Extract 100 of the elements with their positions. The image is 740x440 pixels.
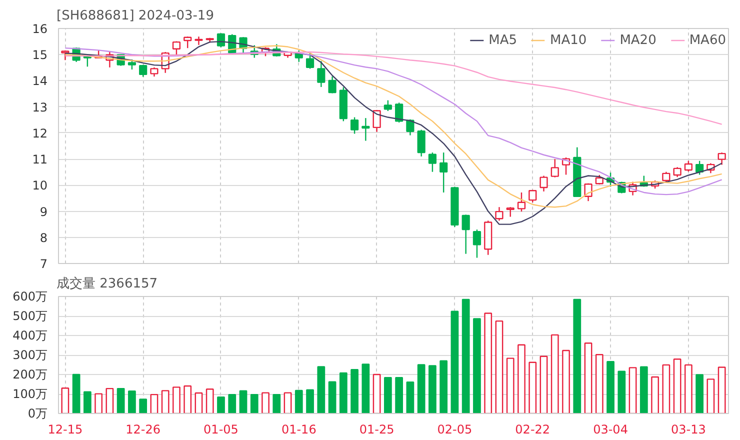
bar: [150, 394, 158, 414]
x-tick-label: 03-04: [593, 422, 628, 436]
candlestick: [184, 36, 192, 49]
bar: [573, 298, 582, 414]
y-tick-label: 15: [32, 48, 48, 62]
candlestick: [172, 40, 181, 56]
bar: [673, 358, 682, 414]
candlestick: [428, 152, 437, 172]
bar: [628, 367, 637, 414]
bar: [696, 374, 704, 414]
y-tick-label: 10: [32, 178, 48, 193]
bar: [72, 374, 80, 414]
x-tick-label: 03-13: [671, 422, 706, 436]
y-tick-label: 7: [40, 257, 48, 271]
x-tick-label: 01-25: [359, 422, 394, 436]
bar: [372, 374, 381, 414]
x-tick-label: 12-15: [48, 422, 83, 436]
bar: [606, 361, 614, 414]
candlestick: [417, 129, 426, 158]
candlestick: [595, 174, 604, 185]
candlestick: [317, 60, 326, 88]
bar: [239, 390, 248, 414]
bar: [84, 391, 92, 414]
bar: [194, 392, 203, 414]
y-tick-label: 13: [32, 100, 48, 114]
y-tick-label: 100万: [12, 387, 48, 401]
bar: [550, 334, 559, 414]
bar: [440, 360, 448, 414]
candlestick: [495, 206, 504, 222]
bar: [172, 386, 180, 414]
x-tick-label: 12-26: [126, 422, 161, 436]
bar: [161, 390, 170, 414]
x-tick-label: 01-16: [281, 422, 316, 436]
bar: [528, 362, 537, 414]
bar: [306, 389, 314, 414]
bar: [706, 378, 715, 414]
candlestick: [216, 32, 226, 48]
candlestick: [306, 51, 314, 70]
bar: [473, 318, 481, 414]
bar: [518, 344, 526, 414]
bar: [284, 392, 292, 414]
candlestick: [540, 175, 548, 192]
candlestick: [139, 64, 148, 78]
y-tick-label: 16: [32, 22, 48, 36]
candlestick: [684, 160, 692, 172]
y-tick-label: 8: [40, 230, 48, 245]
legend-label: MA60: [689, 32, 726, 48]
x-tick-label: 02-05: [437, 422, 472, 436]
candlestick: [506, 206, 514, 218]
bar: [462, 298, 470, 414]
candlestick: [150, 66, 158, 78]
bar: [618, 370, 626, 414]
bar: [294, 390, 303, 414]
candlestick: [662, 171, 670, 183]
bar: [584, 342, 592, 414]
bar: [484, 312, 492, 414]
bar: [106, 388, 114, 414]
bar: [640, 366, 648, 414]
bar: [206, 388, 214, 414]
bar: [662, 364, 670, 414]
bar: [406, 382, 414, 414]
bar: [506, 358, 514, 414]
bar: [450, 310, 459, 414]
chart-title: 成交量 2366157: [56, 276, 158, 292]
bar: [116, 388, 125, 414]
candlestick: [362, 117, 370, 142]
bar: [94, 393, 103, 414]
candlestick: [696, 160, 704, 176]
bar: [384, 377, 392, 414]
bar: [595, 354, 604, 414]
legend-label: MA10: [550, 32, 587, 48]
bar: [228, 394, 236, 414]
candlestick: [472, 228, 482, 258]
candlestick: [350, 116, 359, 134]
candlestick: [384, 100, 392, 112]
bar: [139, 398, 148, 414]
bar: [362, 364, 370, 414]
candlestick: [517, 192, 526, 212]
candlestick: [328, 76, 336, 94]
bar: [262, 392, 270, 414]
candlestick: [440, 152, 448, 194]
bar: [718, 366, 726, 414]
bar: [272, 394, 281, 414]
y-tick-label: 300万: [12, 348, 48, 362]
bar: [562, 350, 570, 414]
candlestick: [462, 214, 470, 254]
x-tick-label: 02-22: [515, 422, 550, 436]
bar: [128, 390, 136, 414]
candlestick: [395, 102, 404, 124]
candlestick: [673, 166, 682, 178]
bar: [350, 369, 358, 414]
bar: [428, 365, 436, 414]
bar: [184, 385, 192, 414]
bar: [317, 366, 326, 414]
x-tick-label: 01-05: [204, 422, 238, 436]
bar: [540, 356, 548, 414]
bar: [250, 394, 258, 414]
legend-label: MA20: [620, 32, 656, 48]
bar: [339, 372, 348, 414]
y-tick-label: 600万: [12, 290, 48, 304]
